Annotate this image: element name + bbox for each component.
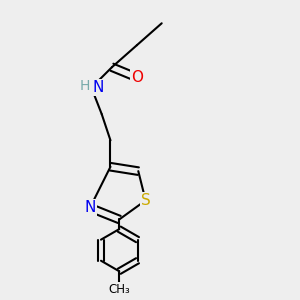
Text: S: S <box>141 193 151 208</box>
Text: N: N <box>92 80 103 95</box>
Text: N: N <box>84 200 96 215</box>
Text: O: O <box>131 70 143 85</box>
Text: H: H <box>80 79 90 93</box>
Text: CH₃: CH₃ <box>108 283 130 296</box>
